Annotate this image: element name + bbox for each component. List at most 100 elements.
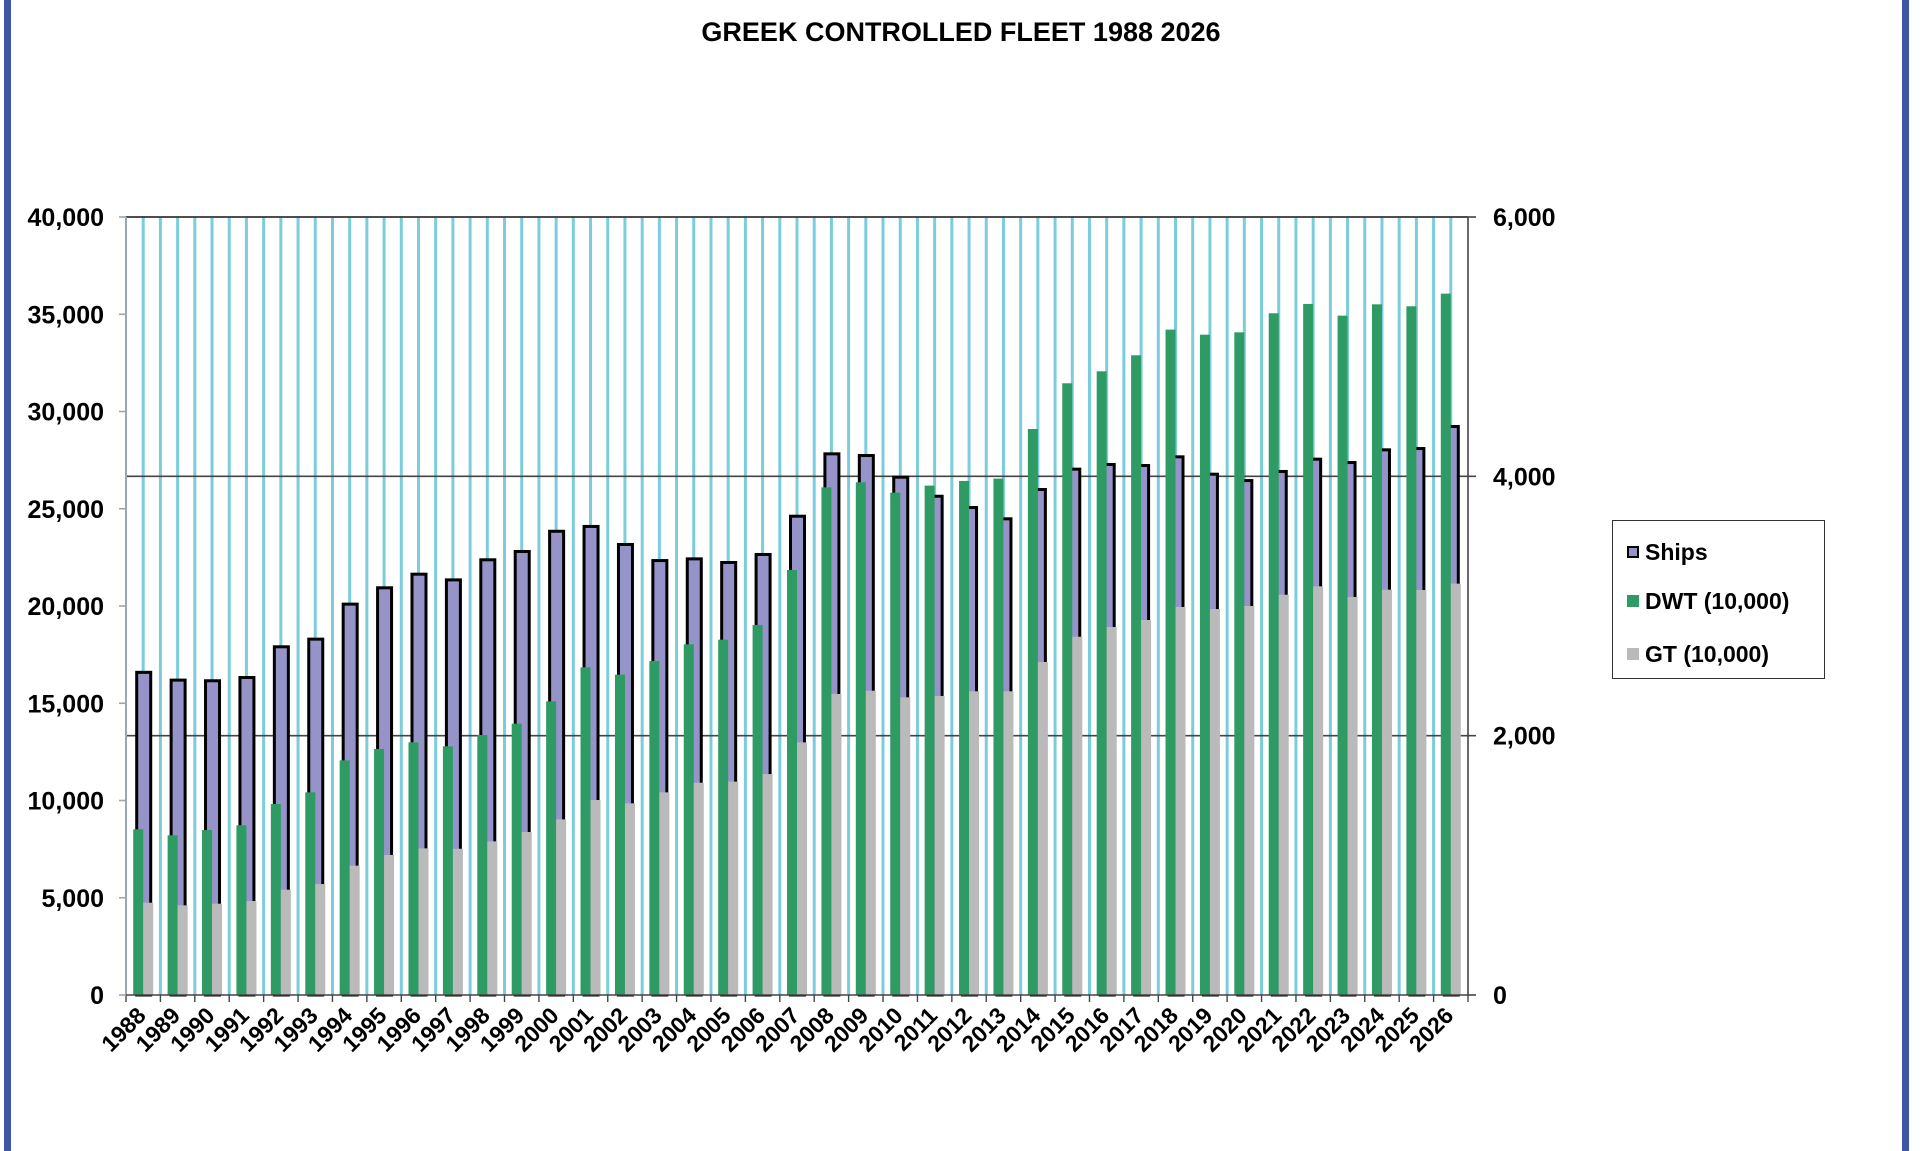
bar-gt-2011 [934,695,945,995]
bar-dwt-1988 [133,829,144,995]
legend-label-ships: Ships [1645,538,1708,565]
bar-dwt-2012 [959,480,970,995]
bar-dwt-2017 [1131,355,1142,995]
bar-gt-1994 [349,865,360,995]
bar-dwt-2024 [1371,304,1382,995]
bar-dwt-2019 [1199,334,1210,995]
bar-dwt-1994 [339,760,350,995]
legend-label-gt: GT (10,000) [1645,640,1769,667]
right-axis-tick-label: 0 [1493,982,1507,1010]
bar-gt-2020 [1244,606,1255,995]
bar-gt-2021 [1278,594,1289,995]
left-axis-ticks: 0 5,000 10,000 15,000 20,000 25,000 30,000 35,0… [28,204,126,1010]
bar-dwt-1998 [477,734,488,995]
right-axis-ticks: 0 2,000 4,000 6,000 [1468,204,1556,1010]
bar-gt-1996 [418,848,429,995]
bar-gt-1990 [212,903,223,995]
bar-dwt-2023 [1337,315,1348,995]
bar-gt-2005 [728,781,739,995]
bar-dwt-2011 [924,485,935,995]
bar-gt-2018 [1175,606,1186,995]
bar-gt-2012 [969,691,980,995]
bar-dwt-1993 [305,792,316,995]
left-axis-tick-label: 15,000 [28,690,104,718]
left-axis-tick-label: 30,000 [28,399,104,427]
bar-gt-1998 [487,841,498,995]
bar-dwt-2026 [1440,293,1451,995]
right-axis-tick-label: 4,000 [1493,463,1556,491]
right-axis-tick-label: 2,000 [1493,723,1556,751]
left-axis-tick-label: 40,000 [28,204,104,232]
bar-dwt-2020 [1234,332,1245,995]
bar-dwt-1991 [236,825,247,995]
bar-dwt-2025 [1406,306,1417,995]
bar-gt-2022 [1313,586,1324,995]
bar-dwt-2008 [821,487,832,995]
bar-dwt-1995 [374,748,385,995]
bar-gt-2010 [900,697,911,995]
bar-dwt-2021 [1268,313,1279,996]
left-axis-tick-label: 25,000 [28,496,104,524]
bar-gt-2008 [831,694,842,995]
bar-dwt-1990 [202,830,213,995]
bar-gt-2025 [1416,589,1427,995]
bar-gt-2003 [659,792,670,995]
bar-dwt-1996 [408,742,419,995]
bar-gt-2017 [1141,620,1152,995]
legend-item-ships: Ships [1627,537,1708,567]
bar-dwt-2014 [1027,429,1038,995]
bar-gt-1989 [177,905,188,995]
bar-gt-1993 [315,884,326,995]
bar-dwt-2002 [614,674,625,995]
legend-swatch-dwt [1627,595,1639,607]
bar-dwt-2016 [1096,371,1107,995]
bar-dwt-1992 [270,804,281,995]
left-axis-tick-label: 0 [90,982,104,1010]
bar-gt-2007 [797,742,807,995]
bar-dwt-2004 [683,644,694,995]
bar-gt-2024 [1381,589,1392,995]
bar-dwt-1989 [167,835,178,995]
left-axis-tick-label: 20,000 [28,593,104,621]
chart-title: GREEK CONTROLLED FLEET 1988 2026 [701,17,1221,47]
bar-dwt-2000 [546,701,557,995]
bar-gt-1992 [280,889,291,995]
bar-gt-2006 [762,774,773,995]
bar-dwt-2022 [1303,303,1314,995]
bar-dwt-2010 [890,492,901,995]
legend-swatch-ships [1627,546,1639,558]
bar-gt-2026 [1450,583,1461,995]
bar-gt-2002 [624,803,635,995]
left-axis-tick-label: 35,000 [28,301,104,329]
bar-gt-2023 [1347,597,1358,995]
legend-item-dwt: DWT (10,000) [1627,586,1789,616]
right-frame-border [1902,0,1909,1151]
legend-item-gt: GT (10,000) [1627,639,1769,669]
bar-dwt-2006 [752,624,763,995]
left-frame-border [4,0,11,1151]
bar-gt-1999 [521,832,532,995]
legend: Ships DWT (10,000) GT (10,000) [1612,520,1825,679]
bar-dwt-2005 [718,639,729,995]
bar-dwt-2013 [993,478,1004,995]
bar-dwt-1999 [511,723,522,995]
right-axis-tick-label: 6,000 [1493,204,1556,232]
bar-gt-1991 [246,901,257,995]
legend-swatch-gt [1627,648,1639,660]
bar-gt-1997 [452,848,463,995]
bar-gt-2009 [865,690,876,995]
bar-dwt-2015 [1062,383,1073,995]
bar-gt-2014 [1037,662,1048,995]
bar-dwt-2007 [787,570,797,995]
bar-gt-2016 [1106,627,1117,995]
legend-label-dwt: DWT (10,000) [1645,587,1790,614]
bar-gt-2013 [1003,691,1014,995]
left-axis-tick-label: 5,000 [41,885,104,913]
bar-gt-2019 [1209,609,1220,995]
bar-gt-2000 [556,819,567,995]
bar-dwt-2018 [1165,329,1176,996]
bar-gt-2001 [590,800,601,995]
bar-dwt-2009 [855,482,866,996]
bar-gt-2015 [1072,636,1083,995]
